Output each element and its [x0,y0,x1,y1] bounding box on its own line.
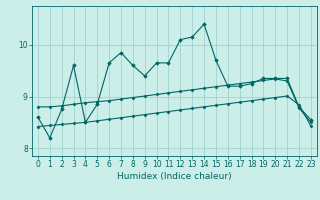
X-axis label: Humidex (Indice chaleur): Humidex (Indice chaleur) [117,172,232,181]
